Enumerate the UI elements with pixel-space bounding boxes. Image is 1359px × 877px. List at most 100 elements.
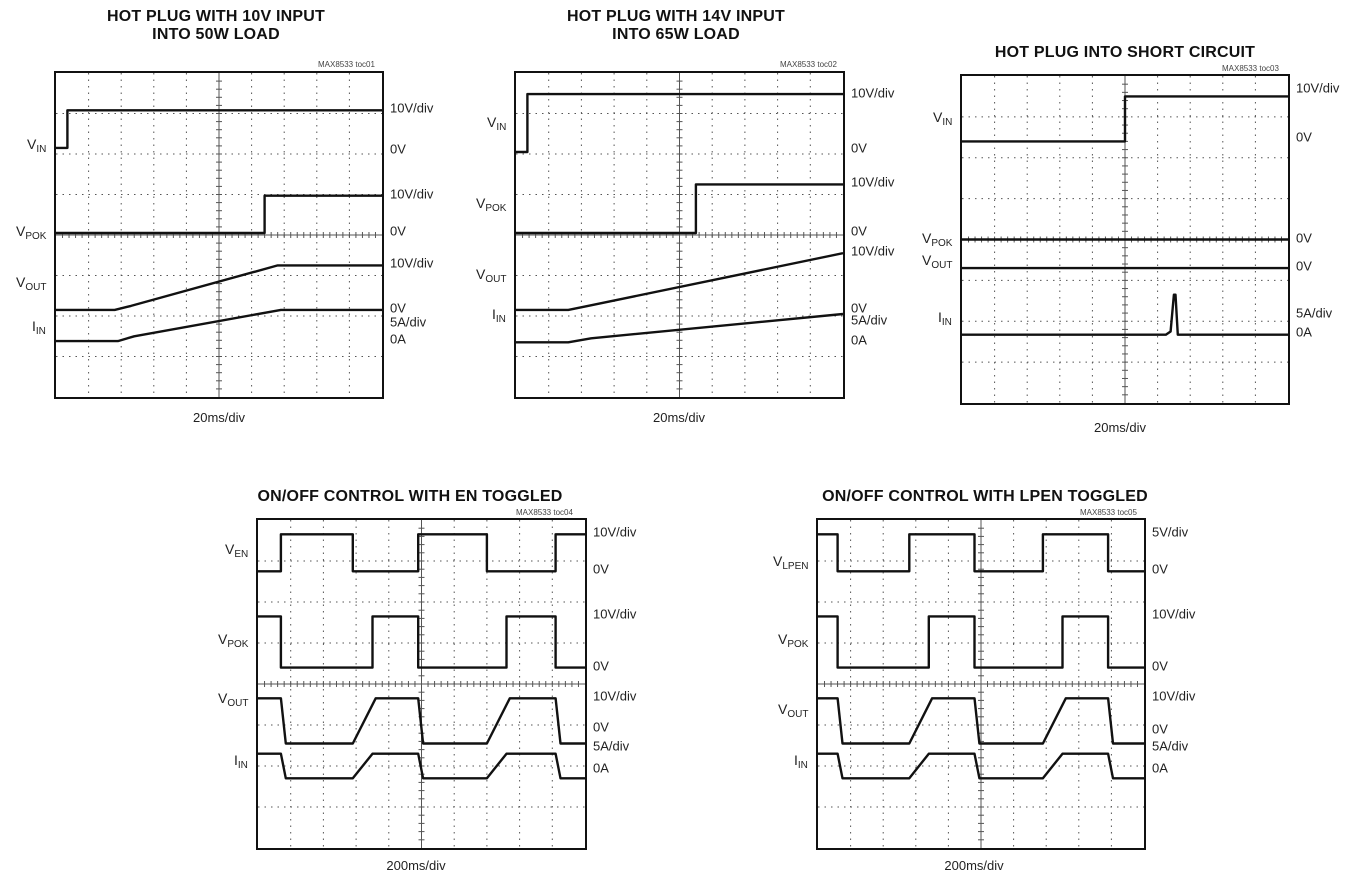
trace-label: VLPEN [773, 553, 809, 573]
chart-title: ON/OFF CONTROL WITH LPEN TOGGLED [822, 488, 1148, 505]
zero-level-label: 0A [593, 760, 609, 776]
trace-label-sub: POK [227, 638, 249, 650]
zero-level-label: 0A [851, 332, 867, 348]
trace-label-base: V [218, 690, 228, 707]
trace-label: IIN [32, 318, 46, 338]
trace-label-base: V [27, 135, 37, 152]
zero-level-label: 0V [851, 223, 867, 239]
scale-label: 10V/div [593, 524, 637, 540]
scope-screen [256, 518, 587, 850]
trace-label: IIN [938, 309, 952, 328]
trace-label-base: V [933, 108, 943, 125]
trace-vpok [516, 183, 843, 235]
trace-label-sub: IN [36, 143, 47, 155]
zero-level-label: 0A [1296, 324, 1312, 339]
trace-label: VOUT [778, 701, 808, 720]
trace-vin [516, 92, 843, 154]
scope-plot [56, 73, 382, 397]
scope-screen [816, 518, 1146, 850]
zero-level-label: 0V [1296, 258, 1312, 274]
trace-label-base: V [225, 540, 235, 557]
trace-label-sub: EN [234, 548, 249, 560]
trace-label-sub: OUT [931, 259, 953, 271]
scope-plot [258, 520, 585, 848]
chart-title: HOT PLUG INTO SHORT CIRCUIT [994, 44, 1256, 61]
trace-label-sub: LPEN [782, 561, 809, 573]
trace-vlpen [818, 533, 1144, 573]
trace-iin [516, 312, 843, 344]
figure-tag: MAX8533 toc03 [1222, 64, 1279, 73]
x-axis-label: 200ms/div [944, 858, 1004, 873]
trace-label: VOUT [218, 690, 248, 709]
zero-level-label: 0V [593, 561, 609, 577]
figure-tag: MAX8533 toc05 [1080, 508, 1137, 517]
trace-label: VEN [225, 540, 249, 560]
trace-label-base: I [32, 318, 36, 335]
scale-label: 5V/div [1152, 524, 1189, 540]
zero-level-label: 0A [1152, 760, 1168, 776]
zero-level-label: 0V [1152, 721, 1168, 737]
zero-level-label: 0V [593, 658, 609, 674]
trace-label: VPOK [922, 229, 953, 249]
zero-level-label: 0V [1152, 561, 1168, 577]
trace-vpok [258, 615, 585, 669]
trace-label-sub: IN [35, 326, 46, 338]
scale-label: 10V/div [390, 186, 434, 202]
trace-label-sub: IN [496, 121, 507, 133]
trace-label-sub: IN [797, 759, 808, 771]
figure-tag: MAX8533 toc01 [318, 60, 375, 69]
zero-level-label: 0V [1152, 658, 1168, 674]
trace-label: VOUT [476, 265, 507, 285]
x-axis-label: 200ms/div [386, 858, 446, 873]
scope-plot [516, 73, 843, 397]
scale-label: 5A/div [1152, 738, 1189, 754]
trace-label-base: V [773, 553, 783, 570]
trace-label: VIN [933, 108, 953, 128]
trace-label-sub: IN [942, 116, 953, 128]
trace-iin [56, 308, 382, 343]
trace-label-sub: POK [931, 237, 953, 249]
trace-vout [258, 697, 585, 745]
trace-label-sub: POK [485, 202, 507, 214]
trace-label-base: V [922, 251, 932, 268]
trace-label-sub: POK [787, 638, 809, 650]
scope-plot [818, 520, 1144, 848]
trace-vout [56, 264, 382, 312]
trace-label: VPOK [218, 631, 249, 650]
scope-screen [514, 71, 845, 399]
trace-label: VIN [487, 114, 507, 133]
scale-label: 10V/div [593, 606, 637, 622]
trace-vout [818, 697, 1144, 745]
scale-label: 10V/div [1152, 688, 1196, 704]
trace-ven [258, 533, 585, 573]
trace-vpok [56, 194, 382, 235]
zero-level-label: 0V [1296, 230, 1312, 245]
trace-label: VPOK [476, 195, 507, 214]
scale-label: 5A/div [593, 738, 630, 754]
trace-label: VOUT [16, 273, 47, 293]
trace-label-base: V [476, 265, 486, 282]
trace-label: VPOK [16, 223, 47, 242]
trace-label-base: V [922, 229, 932, 246]
trace-label-sub: OUT [25, 281, 47, 293]
chart-title: HOT PLUG WITH 14V INPUT INTO 65W LOAD [567, 8, 785, 43]
trace-label-base: I [234, 751, 238, 768]
trace-label-sub: IN [237, 759, 248, 771]
trace-vpok [818, 615, 1144, 669]
trace-label-sub: IN [495, 314, 506, 325]
figure-tag: MAX8533 toc04 [516, 508, 573, 517]
scale-label: 10V/div [851, 174, 895, 190]
trace-label-sub: OUT [485, 273, 507, 285]
trace-label: IIN [234, 751, 248, 771]
chart-title: HOT PLUG WITH 10V INPUT INTO 50W LOAD [107, 8, 325, 43]
trace-label-base: V [16, 273, 26, 290]
figure-tag: MAX8533 toc02 [780, 60, 837, 69]
trace-label: VIN [27, 135, 47, 155]
trace-vin [962, 95, 1288, 143]
zero-level-label: 0A [390, 331, 406, 347]
trace-label: IIN [794, 752, 808, 771]
chart-title: ON/OFF CONTROL WITH EN TOGGLED [257, 488, 563, 505]
trace-label-sub: POK [25, 230, 47, 242]
trace-label: VOUT [922, 251, 953, 271]
trace-vout [516, 252, 843, 312]
